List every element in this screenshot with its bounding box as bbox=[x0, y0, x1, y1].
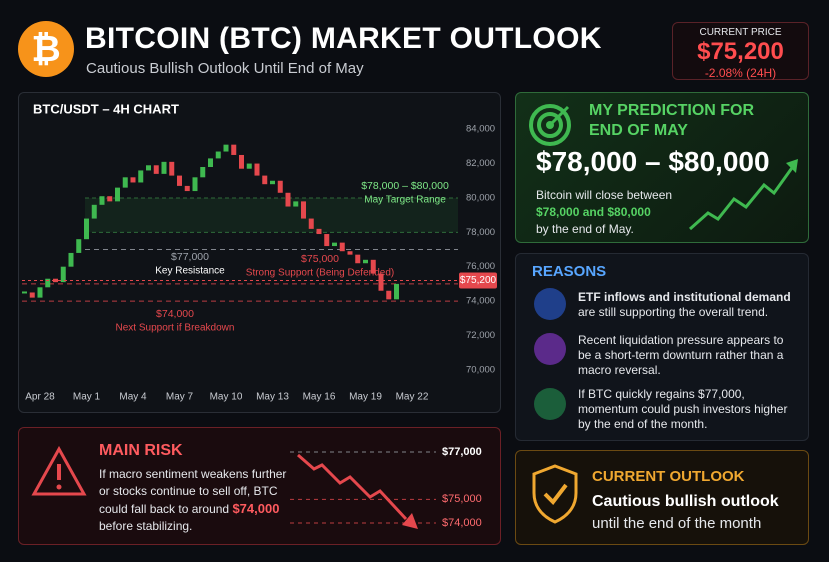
outlook-title: CURRENT OUTLOOK bbox=[592, 468, 745, 485]
target-icon bbox=[529, 104, 571, 146]
reasons-panel: REASONS ETF inflows and institutional de… bbox=[515, 253, 809, 441]
prediction-title: MY PREDICTION FOR END OF MAY bbox=[589, 102, 755, 139]
price-box: CURRENT PRICE $75,200 -2.08% (24H) bbox=[672, 22, 809, 80]
reasons-title: REASONS bbox=[532, 263, 607, 280]
warning-icon bbox=[31, 446, 87, 496]
risk-price: $74,000 bbox=[232, 501, 280, 516]
risk-panel: MAIN RISK If macro sentiment weakens fur… bbox=[18, 427, 501, 545]
reason: Recent liquidation pressure appears to b… bbox=[578, 333, 784, 377]
risk-text: If macro sentiment weakens further or st… bbox=[99, 466, 287, 535]
chart-panel bbox=[18, 92, 501, 413]
outlook-line: Cautious bullish outlook bbox=[592, 493, 779, 510]
chart-icon bbox=[534, 388, 566, 420]
bank-icon bbox=[534, 288, 566, 320]
risk-title: MAIN RISK bbox=[99, 442, 183, 459]
prediction-panel: MY PREDICTION FOR END OF MAY $78,000 – $… bbox=[515, 92, 809, 243]
prediction-range: $78,000 – $80,000 bbox=[536, 146, 770, 177]
reason: ETF inflows and institutional demand are… bbox=[578, 290, 800, 320]
reason-text: are still supporting the overall trend. bbox=[578, 305, 769, 319]
down-icon bbox=[534, 333, 566, 365]
outlook-line: until the end of the month bbox=[592, 515, 762, 532]
page-title: BITCOIN (BTC) MARKET OUTLOOK bbox=[85, 22, 602, 55]
trend-arrow bbox=[689, 159, 798, 231]
prediction-line: Bitcoin will close between bbox=[536, 188, 673, 202]
prediction-line: $78,000 and $80,000 bbox=[536, 205, 651, 219]
page-subtitle: Cautious Bullish Outlook Until End of Ma… bbox=[86, 60, 364, 77]
price-change: -2.08% (24H) bbox=[704, 66, 777, 80]
price-value: $75,200 bbox=[697, 38, 784, 65]
prediction-line: by the end of May. bbox=[536, 222, 634, 236]
reason-bold: ETF inflows and institutional demand bbox=[578, 290, 791, 304]
reason: If BTC quickly regains $77,000, momentum… bbox=[578, 387, 788, 431]
logo: ₿ bbox=[18, 21, 74, 77]
shield-icon bbox=[532, 464, 578, 524]
risk-arrow bbox=[297, 453, 418, 529]
risk-line: before stabilizing. bbox=[99, 519, 193, 533]
price-label: CURRENT PRICE bbox=[699, 27, 782, 38]
outlook-panel: CURRENT OUTLOOK Cautious bullish outlook… bbox=[515, 450, 809, 545]
prediction-text: Bitcoin will close between $78,000 and $… bbox=[536, 187, 672, 238]
risk-line: If macro sentiment weakens further or st… bbox=[99, 467, 287, 516]
